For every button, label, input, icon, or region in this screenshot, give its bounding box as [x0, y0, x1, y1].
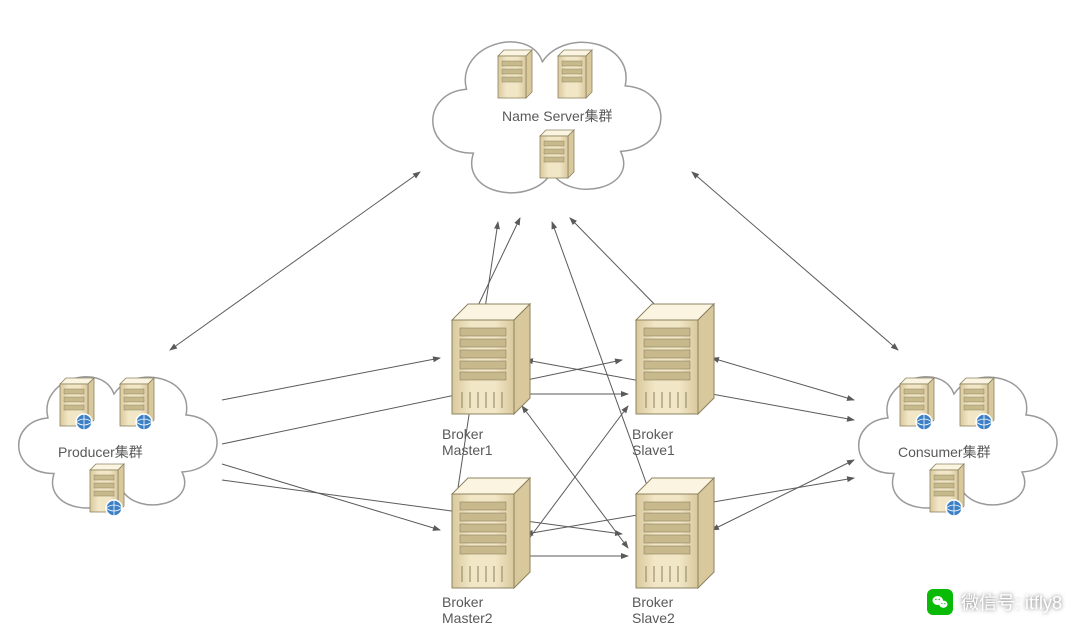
wechat-icon: [927, 589, 953, 615]
broker-master1: [452, 304, 530, 414]
mini-server-producer-2: [90, 464, 124, 516]
label-broker-master2-line1: Broker: [442, 594, 483, 610]
label-cloud-producer: Producer集群: [58, 442, 143, 462]
edge-9: [526, 360, 854, 420]
label-cloud-consumer: Consumer集群: [898, 442, 991, 462]
edge-8: [712, 358, 854, 400]
mini-server-consumer-1: [960, 378, 994, 430]
mini-server-name_server-0: [498, 50, 532, 98]
label-cloud-name_server: Name Server集群: [502, 106, 612, 126]
edge-3: [222, 480, 622, 534]
mini-server-producer-1: [120, 378, 154, 430]
mini-server-name_server-1: [558, 50, 592, 98]
nodes-layer: [0, 0, 1080, 629]
edge-2: [222, 464, 440, 530]
label-broker-master2-line2: Master2: [442, 610, 493, 626]
edge-10: [712, 460, 854, 530]
edge-6: [522, 406, 628, 548]
broker-slave1: [636, 304, 714, 414]
mini-server-consumer-0: [900, 378, 934, 430]
label-broker-slave2-line2: Slave2: [632, 610, 675, 626]
edge-7: [522, 406, 628, 548]
edge-12: [474, 218, 520, 314]
edge-1: [222, 360, 622, 444]
mini-server-name_server-2: [540, 130, 574, 178]
edge-11: [526, 478, 854, 534]
watermark-text: 微信号: itfly8: [961, 589, 1062, 615]
label-broker-master1-line2: Master1: [442, 442, 493, 458]
edges-layer: [0, 0, 1080, 629]
label-broker-slave1-line1: Broker: [632, 426, 673, 442]
edge-16: [170, 172, 420, 350]
diagram-stage: Name Server集群Producer集群Consumer集群BrokerM…: [0, 0, 1080, 629]
broker-slave2: [636, 478, 714, 588]
edge-17: [692, 172, 898, 350]
label-broker-slave1-line2: Slave1: [632, 442, 675, 458]
mini-server-producer-0: [60, 378, 94, 430]
broker-master2: [452, 478, 530, 588]
edge-0: [222, 358, 440, 400]
mini-server-consumer-2: [930, 464, 964, 516]
edge-13: [570, 218, 664, 314]
label-broker-slave2-line1: Broker: [632, 594, 673, 610]
watermark: 微信号: itfly8: [927, 589, 1062, 615]
label-broker-master1-line1: Broker: [442, 426, 483, 442]
